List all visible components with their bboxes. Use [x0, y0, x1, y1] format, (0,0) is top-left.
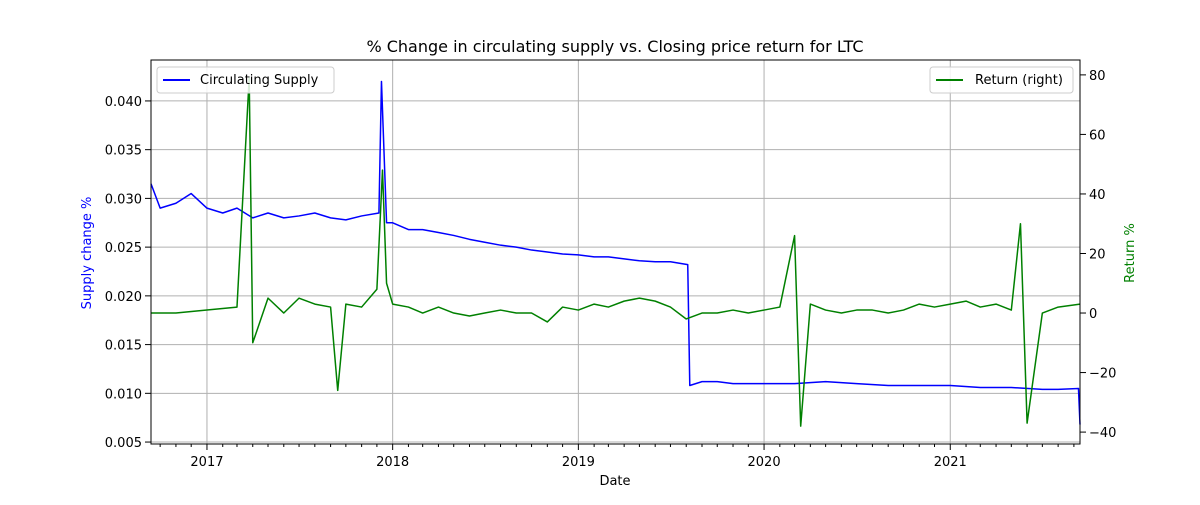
y-right-tick-label: 60 — [1089, 128, 1106, 143]
ticks: 2017 2018 2019 2020 2021 0.005 0.010 0.015 0.020… — [105, 69, 1117, 470]
legend-label-return-right: Return (right) — [975, 73, 1063, 88]
y-left-tick-label: 0.025 — [105, 241, 142, 256]
y-left-tick-label: 0.010 — [105, 387, 142, 402]
series-layer — [150, 77, 1081, 427]
y-right-tick-label: 80 — [1089, 69, 1106, 84]
x-tick-label: 2021 — [934, 455, 967, 470]
plot-frame — [150, 59, 1081, 445]
x-tick-label: 2019 — [562, 455, 595, 470]
x-tick-label: 2017 — [190, 455, 223, 470]
line-circulating-supply — [150, 80, 1081, 425]
legend-right-box — [929, 66, 1074, 94]
y-right-tick-label: −40 — [1089, 426, 1116, 441]
y-right-tick-label: 20 — [1089, 247, 1106, 262]
y-axis-right-label: Return % — [1123, 223, 1138, 283]
y-left-tick-label: 0.035 — [105, 144, 142, 159]
y-left-tick-label: 0.020 — [105, 290, 142, 305]
legend-left-box — [156, 66, 335, 94]
y-axis-left-label: Supply change % — [80, 197, 95, 310]
grid-lines — [151, 60, 1080, 444]
y-left-tick-label: 0.015 — [105, 339, 142, 354]
line-return-right — [151, 77, 1081, 427]
legend-label-circulating-supply: Circulating Supply — [200, 73, 319, 88]
y-right-tick-label: 40 — [1089, 188, 1106, 203]
plot-border — [150, 59, 1081, 445]
y-left-tick-label: 0.040 — [105, 95, 142, 110]
y-left-tick-label: 0.005 — [105, 436, 142, 451]
y-right-tick-label: −20 — [1089, 367, 1116, 382]
x-tick-label: 2018 — [376, 455, 409, 470]
x-axis-label: Date — [599, 474, 630, 489]
y-left-tick-label: 0.030 — [105, 192, 142, 207]
legend-right: Return (right) — [929, 66, 1074, 94]
chart-title: % Change in circulating supply vs. Closi… — [366, 37, 863, 56]
legend-left: Circulating Supply — [156, 66, 335, 94]
x-tick-label: 2020 — [748, 455, 781, 470]
y-right-tick-label: 0 — [1089, 307, 1097, 322]
